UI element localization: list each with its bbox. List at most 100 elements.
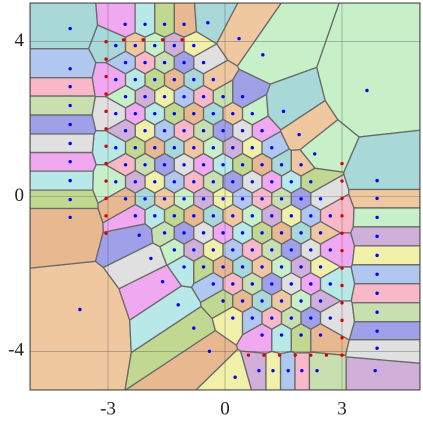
- site-dot: [68, 215, 72, 220]
- site-dot: [123, 163, 128, 167]
- site-dot: [114, 146, 118, 150]
- site-dot: [104, 214, 108, 218]
- site-dot: [143, 60, 147, 65]
- site-dot: [261, 53, 265, 57]
- voronoi-cell: [351, 245, 420, 266]
- site-dot: [289, 316, 293, 320]
- voronoi-cell: [349, 226, 420, 247]
- site-dot: [286, 368, 290, 373]
- site-dot: [375, 215, 379, 220]
- site-dot: [375, 234, 379, 239]
- site-dot: [324, 353, 329, 357]
- site-dot: [250, 282, 254, 286]
- site-dot: [240, 94, 245, 99]
- site-dot: [201, 197, 206, 201]
- grid-layer: [30, 3, 420, 390]
- site-dot: [328, 282, 332, 286]
- site-dot: [299, 333, 303, 337]
- site-dot: [192, 248, 196, 252]
- x-tick-label: 0: [220, 398, 230, 419]
- site-dot: [279, 231, 284, 235]
- site-dot: [315, 368, 319, 373]
- site-dot: [153, 43, 157, 48]
- site-dot: [246, 353, 251, 357]
- site-dot: [121, 38, 126, 42]
- site-dot: [182, 197, 186, 201]
- site-dot: [162, 22, 167, 26]
- site-dot: [221, 94, 225, 99]
- site-dot: [375, 272, 379, 276]
- site-dot: [270, 146, 274, 150]
- site-dot: [318, 265, 323, 269]
- site-dot: [340, 266, 344, 270]
- site-dot: [340, 214, 344, 218]
- site-dot: [180, 38, 184, 42]
- site-dot: [133, 111, 137, 116]
- voronoi-cell: [30, 77, 96, 97]
- site-dot: [231, 248, 235, 252]
- site-dot: [270, 316, 274, 320]
- site-dot: [250, 180, 254, 184]
- site-dot: [141, 38, 145, 42]
- site-dot: [340, 196, 344, 201]
- site-dot: [104, 57, 108, 61]
- voronoi-cell: [154, 3, 175, 38]
- site-dot: [250, 214, 254, 218]
- site-dot: [375, 178, 379, 183]
- site-dot: [340, 353, 344, 357]
- site-dot: [172, 111, 176, 116]
- site-dot: [182, 163, 186, 167]
- site-dot: [260, 299, 264, 303]
- site-dot: [240, 197, 245, 201]
- site-dot: [143, 197, 147, 201]
- site-dot: [123, 94, 128, 99]
- site-dot: [221, 129, 225, 133]
- site-dot: [375, 329, 379, 333]
- site-dot: [104, 161, 108, 166]
- site-dot: [211, 77, 215, 82]
- site-dot: [68, 84, 72, 89]
- site-dot: [375, 346, 379, 350]
- site-dot: [162, 163, 167, 167]
- voronoi-cell: [350, 264, 420, 285]
- site-dot: [172, 43, 176, 48]
- site-dot: [237, 36, 241, 41]
- voronoi-cell: [30, 48, 97, 79]
- site-dot: [162, 60, 167, 65]
- site-dot: [340, 231, 344, 235]
- site-dot: [270, 180, 274, 184]
- site-dot: [162, 197, 167, 201]
- voronoi-cell: [350, 283, 420, 304]
- site-dot: [68, 159, 72, 164]
- site-dot: [104, 74, 108, 79]
- site-dot: [328, 316, 332, 320]
- plot-frame: [29, 2, 421, 391]
- site-dot: [143, 129, 147, 133]
- site-dot: [250, 248, 254, 252]
- site-dot: [221, 197, 225, 201]
- site-dot: [172, 214, 176, 218]
- site-dot: [250, 316, 254, 320]
- site-dot: [340, 318, 344, 323]
- site-dot: [279, 265, 284, 269]
- site-dot: [182, 265, 186, 269]
- site-dot: [114, 180, 118, 184]
- site-dot: [260, 129, 264, 133]
- site-dot: [375, 196, 379, 201]
- site-dot: [289, 214, 293, 218]
- site-dot: [240, 299, 245, 303]
- site-dot: [153, 214, 157, 218]
- site-dot: [201, 231, 206, 235]
- site-dot: [231, 316, 235, 320]
- site-dot: [172, 248, 176, 252]
- site-dot: [221, 231, 225, 235]
- dots-layer: [68, 21, 379, 379]
- site-dot: [240, 163, 245, 167]
- voronoi-cell: [290, 323, 312, 354]
- site-dot: [231, 180, 235, 184]
- site-dot: [104, 109, 108, 114]
- voronoi-cell: [30, 95, 97, 116]
- site-dot: [160, 38, 165, 42]
- site-dot: [162, 129, 167, 133]
- site-dot: [192, 111, 196, 116]
